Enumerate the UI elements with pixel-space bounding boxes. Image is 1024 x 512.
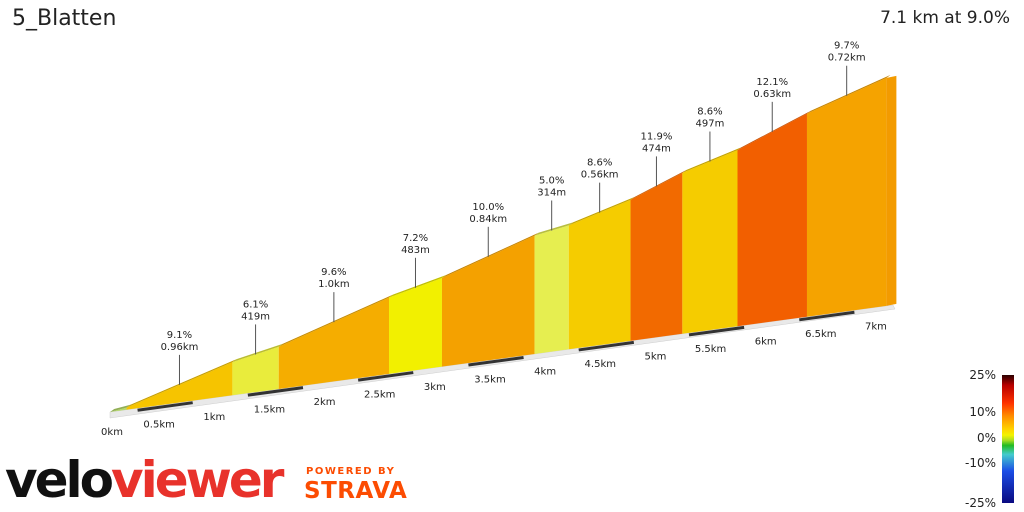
powered-by-text: POWERED BY — [306, 466, 396, 477]
distance-tick-bar — [247, 386, 304, 397]
distance-tick-bar — [468, 355, 524, 367]
gradient-section — [630, 172, 683, 341]
distance-tick-label: 6km — [755, 337, 777, 348]
legend-label-minus25: -25% — [964, 496, 996, 510]
legend-label-0: 0% — [976, 431, 996, 445]
distance-tick-bar — [137, 401, 193, 412]
section-length-label: 474m — [642, 143, 671, 154]
gradient-section-top — [441, 232, 539, 279]
gradient-section — [682, 150, 738, 334]
profile-end-cap — [886, 75, 897, 306]
gradient-section — [389, 278, 442, 374]
section-gradient-label: 5.0% — [539, 175, 564, 186]
legend-label-25: 25% — [969, 368, 996, 382]
section-length-label: 0.96km — [161, 342, 199, 353]
distance-tick-label: 1km — [203, 412, 225, 423]
gradient-section-top — [630, 169, 687, 200]
distance-tick-label: 6.5km — [805, 329, 836, 340]
section-length-label: 1.0km — [318, 279, 349, 290]
section-length-label: 314m — [537, 187, 566, 198]
section-gradient-label: 10.0% — [472, 202, 504, 213]
segment-summary: 7.1 km at 9.0% — [880, 8, 1010, 28]
section-length-label: 0.72km — [828, 53, 866, 64]
gradient-section-top — [806, 74, 891, 114]
gradient-section-top — [278, 294, 394, 347]
veloviewer-logo: veloviewer — [5, 451, 284, 509]
section-gradient-label: 6.1% — [243, 299, 268, 310]
gradient-section — [232, 346, 279, 396]
distance-tick-bar — [357, 371, 414, 382]
gradient-section-top — [110, 404, 131, 412]
section-length-label: 0.63km — [753, 89, 791, 100]
section-length-label: 483m — [401, 245, 430, 256]
gradient-legend-bar — [1002, 375, 1014, 503]
section-gradient-label: 7.2% — [403, 233, 428, 244]
section-gradient-label: 9.7% — [834, 41, 859, 52]
distance-tick-label: 5km — [644, 352, 666, 363]
gradient-section-top — [568, 196, 635, 226]
distance-tick-label: 3km — [424, 382, 446, 393]
distance-tick-label: 2.5km — [364, 389, 395, 400]
distance-tick-label: 0.5km — [143, 419, 174, 430]
section-length-label: 0.56km — [581, 170, 619, 181]
gradient-section — [806, 77, 887, 317]
gradient-section — [568, 199, 631, 350]
gradient-section — [126, 362, 233, 410]
strava-logo: STRAVA — [304, 478, 408, 504]
section-gradient-label: 12.1% — [756, 77, 788, 88]
segment-title: 5_Blatten — [12, 6, 117, 31]
legend-label-10: 10% — [969, 405, 996, 419]
distance-tick-label: 4km — [534, 367, 556, 378]
section-gradient-label: 11.9% — [641, 131, 673, 142]
gradient-section — [278, 297, 390, 389]
gradient-section-top — [534, 222, 573, 236]
distance-tick-bar — [799, 310, 855, 322]
section-gradient-label: 9.6% — [321, 267, 346, 278]
distance-tick-label: 4.5km — [585, 359, 616, 370]
section-length-label: 497m — [696, 119, 725, 130]
section-gradient-label: 9.1% — [167, 330, 192, 341]
distance-tick-label: 1.5km — [254, 404, 285, 415]
distance-tick-label: 2km — [314, 397, 336, 408]
distance-tick-label: 5.5km — [695, 344, 726, 355]
gradient-section — [737, 113, 807, 327]
distance-tick-label: 7km — [865, 322, 887, 333]
gradient-section — [441, 235, 535, 367]
section-length-label: 419m — [241, 311, 270, 322]
distance-tick-bar — [688, 325, 745, 337]
distance-tick-label: 3.5km — [474, 374, 505, 385]
section-length-label: 0.84km — [469, 214, 507, 225]
gradient-section-top — [682, 147, 742, 173]
distance-tick-label: 0km — [101, 427, 123, 438]
distance-tick-bar — [578, 340, 635, 352]
gradient-section-top — [389, 275, 447, 298]
section-gradient-label: 8.6% — [587, 158, 612, 169]
legend-label-minus10: -10% — [964, 456, 996, 470]
gradient-section-top — [737, 110, 812, 151]
gradient-section — [534, 225, 569, 354]
gradient-section-top — [126, 359, 237, 408]
gradient-section-top — [232, 343, 283, 363]
section-gradient-label: 8.6% — [697, 107, 722, 118]
